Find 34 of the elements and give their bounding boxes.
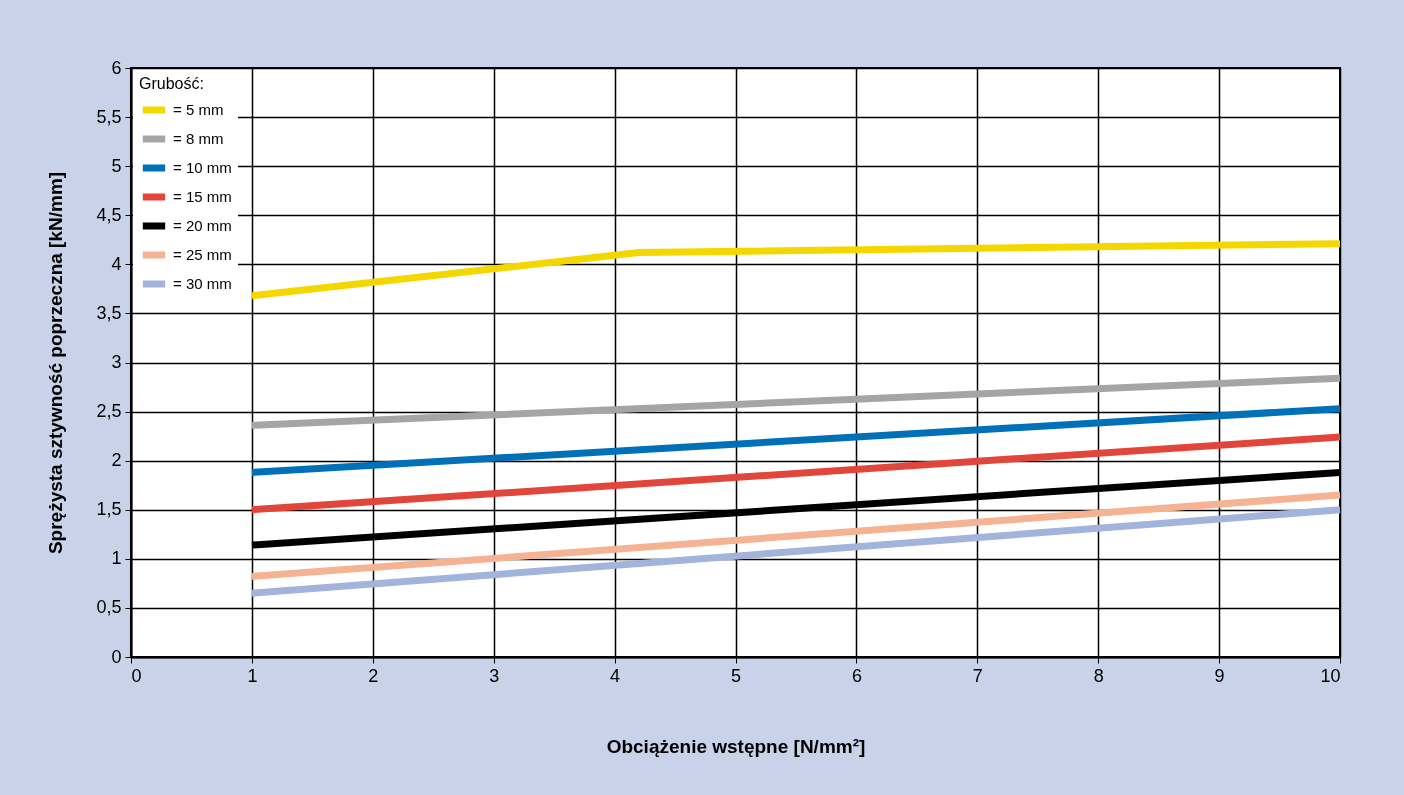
legend-label: = 10 mm <box>173 159 232 176</box>
x-tick-label: 8 <box>1093 665 1104 686</box>
y-tick-label: 3 <box>111 352 122 372</box>
y-tick-label: 2 <box>111 450 122 471</box>
y-axis-title: Sprężysta sztywność poprzeczna [kN/mm] <box>45 171 67 555</box>
x-tick-label: 1 <box>247 665 258 686</box>
y-tick-label: 2,5 <box>96 401 122 422</box>
x-tick-label: 5 <box>730 665 742 686</box>
y-tick-label: 6 <box>111 57 122 78</box>
y-tick-label: 5 <box>111 155 122 176</box>
x-tick-label: 6 <box>851 665 862 686</box>
x-tick-label: 2 <box>368 665 379 686</box>
x-tick-label: 3 <box>489 665 500 686</box>
legend-label: = 30 mm <box>173 275 232 292</box>
y-tick-label: 0,5 <box>96 597 122 618</box>
y-tick-label: 4,5 <box>96 204 122 225</box>
x-tick-label: 4 <box>610 665 621 686</box>
legend-title: Grubość: <box>139 75 204 92</box>
y-tick-label: 0 <box>111 646 122 667</box>
y-tick-label: 4 <box>111 253 122 274</box>
y-tick-label: 1,5 <box>96 499 122 520</box>
legend-label: = 15 mm <box>173 188 232 205</box>
x-axis-title: Obciążenie wstępne [N/mm²] <box>606 735 866 757</box>
y-tick-label: 5,5 <box>96 106 122 127</box>
x-tick-label: 7 <box>972 665 983 686</box>
legend-label: = 5 mm <box>173 101 224 118</box>
legend-label: = 25 mm <box>173 246 232 263</box>
y-tick-label: 1 <box>111 548 122 569</box>
legend-label: = 20 mm <box>173 217 232 234</box>
x-tick-label: 10 <box>1320 665 1341 686</box>
x-tick-label: 0 <box>131 665 142 686</box>
y-tick-label: 3,5 <box>96 302 122 323</box>
x-tick-label: 9 <box>1214 665 1225 686</box>
legend-label: = 8 mm <box>173 130 224 147</box>
